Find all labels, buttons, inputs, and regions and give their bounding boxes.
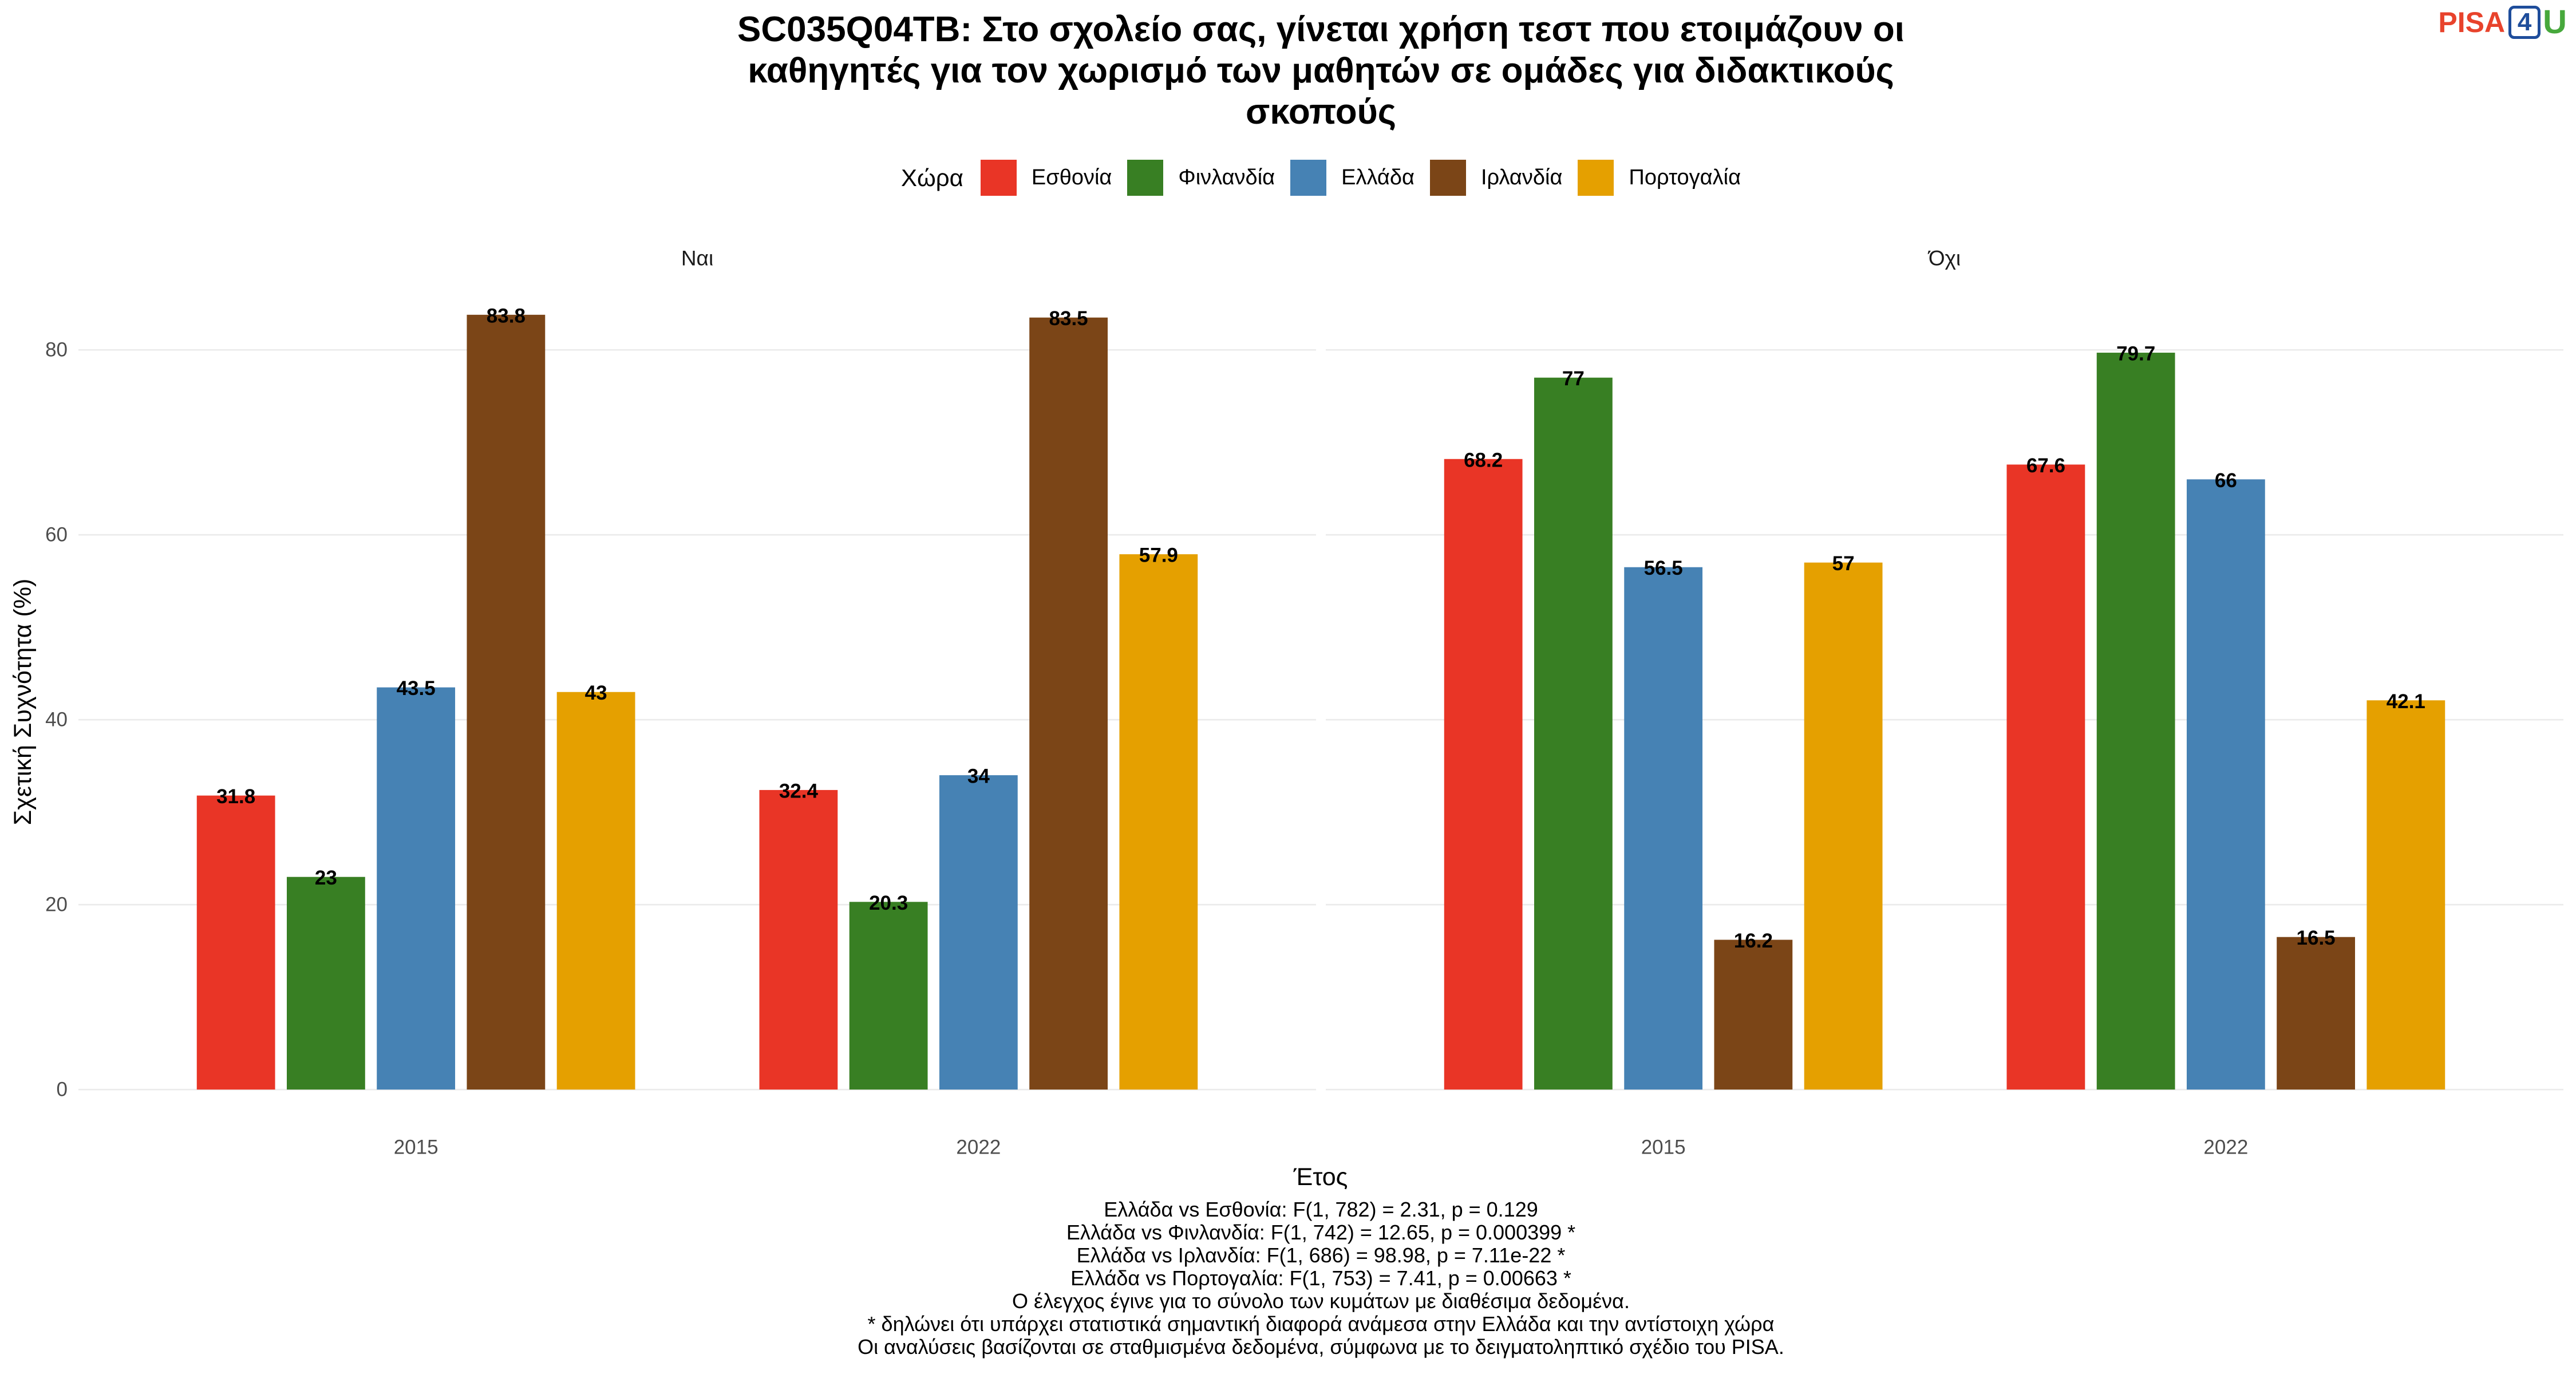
bar-estonia-oxi-2015 (1444, 459, 1523, 1090)
legend-item-estonia: Εσθονία (980, 160, 1112, 196)
legend-swatch-estonia (980, 160, 1017, 196)
bar-portugal-oxi-2015 (1804, 562, 1883, 1090)
y-tick-label-60: 60 (45, 524, 68, 546)
bar-finland-nai-2022 (849, 902, 928, 1090)
logo-text-four: 4 (2508, 6, 2541, 39)
caption-line: * δηλώνει ότι υπάρχει στατιστικά σημαντι… (867, 1312, 1775, 1336)
value-label-finland-oxi-2022: 79.7 (2116, 343, 2155, 365)
value-label-ireland-oxi-2015: 16.2 (1734, 930, 1773, 952)
bar-greece-oxi-2015 (1624, 567, 1703, 1090)
caption-line: Ελλάδα vs Εσθονία: F(1, 782) = 2.31, p =… (1104, 1198, 1538, 1221)
value-label-ireland-nai-2022: 83.5 (1049, 307, 1088, 330)
value-label-greece-oxi-2022: 66 (2215, 469, 2237, 492)
y-tick-label-0: 0 (57, 1079, 68, 1101)
chart-title-line-3: σκοπούς (1245, 92, 1396, 132)
bar-finland-oxi-2015 (1534, 377, 1613, 1090)
value-label-estonia-nai-2015: 31.8 (216, 785, 255, 808)
caption-line: Ελλάδα vs Φινλανδία: F(1, 742) = 12.65, … (1066, 1221, 1576, 1244)
legend-label-greece: Ελλάδα (1341, 165, 1415, 189)
bar-greece-nai-2022 (939, 775, 1018, 1090)
y-tick-label-40: 40 (45, 709, 68, 731)
legend-swatch-finland (1127, 160, 1164, 196)
logo-text-u: U (2543, 3, 2567, 41)
value-label-estonia-nai-2022: 32.4 (779, 780, 819, 802)
legend-label-estonia: Εσθονία (1031, 165, 1112, 189)
x-tick-label-nai-2022: 2022 (956, 1136, 1001, 1159)
bar-finland-nai-2015 (287, 876, 365, 1090)
value-label-finland-oxi-2015: 77 (1562, 368, 1585, 390)
value-label-finland-nai-2015: 23 (315, 867, 337, 889)
legend-label-finland: Φινλανδία (1178, 165, 1275, 189)
chart-title: SC035Q04TB: Στο σχολείο σας, γίνεται χρή… (78, 9, 2563, 133)
bar-greece-nai-2015 (377, 687, 456, 1090)
bar-estonia-oxi-2022 (2006, 464, 2085, 1090)
value-label-portugal-oxi-2022: 42.1 (2387, 690, 2425, 713)
legend: Χώρα Εσθονία Φινλανδία Ελλάδα Ιρλανδία Π… (78, 160, 2563, 196)
value-label-greece-oxi-2015: 56.5 (1644, 557, 1683, 579)
bar-portugal-oxi-2022 (2366, 700, 2445, 1090)
legend-swatch-greece (1290, 160, 1327, 196)
legend-item-portugal: Πορτογαλία (1578, 160, 1741, 196)
logo-text-pisa: PISA (2438, 6, 2506, 38)
legend-item-ireland: Ιρλανδία (1430, 160, 1562, 196)
bars (196, 314, 2445, 1090)
caption-line: Ελλάδα vs Πορτογαλία: F(1, 753) = 7.41, … (1070, 1266, 1571, 1290)
bar-estonia-nai-2015 (196, 795, 275, 1090)
facet-strip-oxi: Όχι (1927, 247, 1961, 270)
x-tick-label-nai-2015: 2015 (394, 1136, 438, 1159)
value-label-ireland-oxi-2022: 16.5 (2297, 927, 2336, 949)
caption: Ελλάδα vs Εσθονία: F(1, 782) = 2.31, p =… (78, 1198, 2563, 1359)
facet-strip-nai: Ναι (681, 247, 713, 270)
caption-line: Οι αναλύσεις βασίζονται σε σταθμισμένα δ… (858, 1335, 1784, 1359)
legend-item-greece: Ελλάδα (1290, 160, 1415, 196)
bar-ireland-oxi-2015 (1714, 939, 1793, 1090)
value-label-greece-nai-2015: 43.5 (397, 677, 436, 700)
pisa4u-logo: PISA 4 U (2438, 6, 2567, 39)
chart-title-line-1: SC035Q04TB: Στο σχολείο σας, γίνεται χρή… (737, 10, 1905, 49)
bar-portugal-nai-2022 (1119, 554, 1198, 1090)
legend-item-finland: Φινλανδία (1127, 160, 1275, 196)
bar-finland-oxi-2022 (2096, 353, 2175, 1090)
y-tick-label-20: 20 (45, 894, 68, 916)
legend-title: Χώρα (900, 164, 963, 191)
y-axis-title: Σχετική Συχνότητα (%) (9, 579, 37, 826)
value-labels: 31.8 23 43.5 83.8 43 32.4 20.3 34 83.5 57.9 68.2 77… (216, 305, 2425, 952)
value-label-portugal-nai-2015: 43 (585, 682, 607, 704)
legend-label-portugal: Πορτογαλία (1629, 165, 1741, 189)
x-axis-title: Έτος (1293, 1163, 1348, 1191)
chart-title-line-2: καθηγητές για τον χωρισμό των μαθητών σε… (748, 51, 1894, 90)
x-tick-label-oxi-2015: 2015 (1641, 1136, 1686, 1159)
legend-swatch-ireland (1430, 160, 1466, 196)
y-tick-label-80: 80 (45, 339, 68, 361)
legend-swatch-portugal (1578, 160, 1614, 196)
bar-greece-oxi-2022 (2186, 479, 2265, 1090)
value-label-portugal-oxi-2015: 57 (1832, 552, 1855, 575)
bar-ireland-oxi-2022 (2277, 937, 2355, 1090)
gridlines (78, 349, 2563, 1091)
value-label-greece-nai-2022: 34 (967, 765, 990, 788)
caption-line: Ο έλεγχος έγινε για το σύνολο των κυμάτω… (1012, 1289, 1630, 1313)
value-label-estonia-oxi-2022: 67.6 (2026, 455, 2065, 477)
value-label-estonia-oxi-2015: 68.2 (1464, 449, 1503, 471)
value-label-finland-nai-2022: 20.3 (869, 892, 908, 914)
bar-portugal-nai-2015 (556, 692, 635, 1090)
bar-ireland-nai-2015 (467, 314, 546, 1090)
value-label-portugal-nai-2022: 57.9 (1139, 544, 1178, 567)
legend-label-ireland: Ιρλανδία (1481, 165, 1563, 189)
bar-ireland-nai-2022 (1029, 317, 1108, 1090)
value-label-ireland-nai-2015: 83.8 (487, 305, 526, 327)
x-tick-label-oxi-2022: 2022 (2203, 1136, 2248, 1159)
axes: Ναι 2015 2022 0 20 40 60 80 Όχι 2015 2022 (45, 247, 2248, 1159)
caption-line: Ελλάδα vs Ιρλανδία: F(1, 686) = 98.98, p… (1076, 1243, 1566, 1267)
bar-estonia-nai-2022 (759, 789, 838, 1090)
